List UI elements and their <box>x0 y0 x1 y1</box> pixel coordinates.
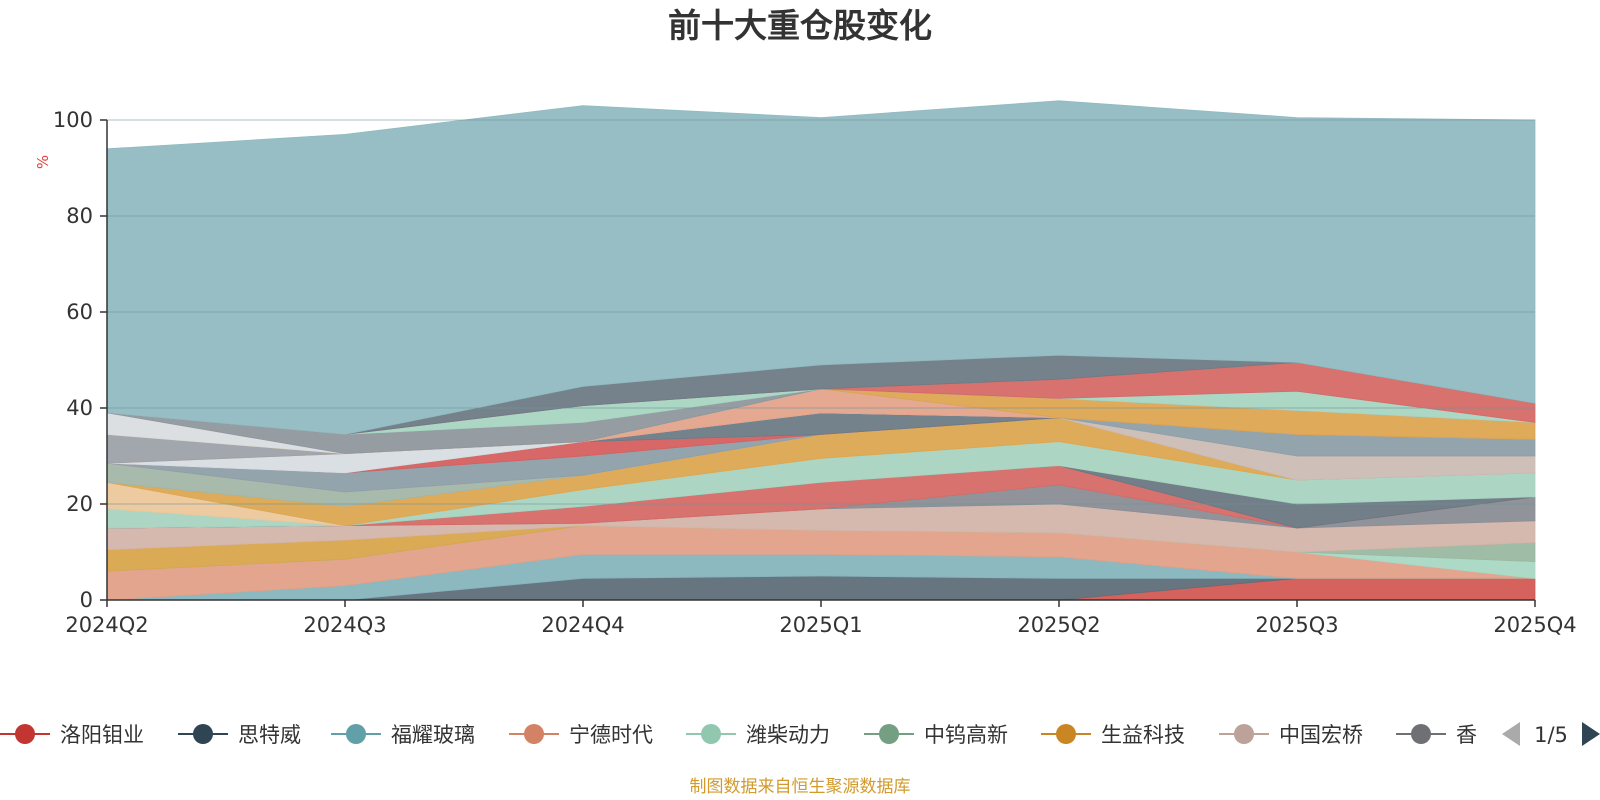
legend[interactable]: 洛阳钼业 思特威 福耀玻璃 宁德时代 潍柴动力 中钨高新 生益科技 中国宏桥 香港交易所 <box>0 723 1561 747</box>
legend-item[interactable]: 宁德时代 <box>509 723 653 747</box>
legend-marker <box>524 724 544 744</box>
x-tick-label: 2025Q2 <box>1017 613 1100 637</box>
stacked-areas <box>106 100 1536 601</box>
legend-label: 香港交易所 <box>1456 723 1561 747</box>
y-tick-label: 100 <box>53 108 93 132</box>
legend-item[interactable]: 中钨高新 <box>864 723 1008 747</box>
legend-label: 中国宏桥 <box>1279 723 1363 747</box>
x-tick-label: 2025Q3 <box>1255 613 1338 637</box>
gridlines <box>107 119 1535 505</box>
y-axis-unit: % <box>34 155 52 169</box>
legend-marker <box>1056 724 1076 744</box>
legend-label: 潍柴动力 <box>746 723 830 747</box>
legend-label: 思特威 <box>238 723 301 747</box>
legend-label: 中钨高新 <box>924 723 1008 747</box>
y-tick-label: 60 <box>66 300 93 324</box>
x-tick-label: 2024Q2 <box>65 613 148 637</box>
legend-item[interactable]: 中国宏桥 <box>1219 723 1363 747</box>
legend-marker <box>15 724 35 744</box>
legend-item[interactable]: 香港交易所 <box>1396 723 1561 747</box>
x-tick-label: 2024Q3 <box>303 613 386 637</box>
legend-label: 宁德时代 <box>569 723 653 747</box>
y-tick-label: 80 <box>66 204 93 228</box>
pager-next-icon[interactable] <box>1582 722 1600 746</box>
pager-prev-icon[interactable] <box>1502 722 1520 746</box>
x-tick-label: 2025Q1 <box>779 613 862 637</box>
legend-items: 洛阳钼业 思特威 福耀玻璃 宁德时代 潍柴动力 中钨高新 生益科技 中国宏桥 香港交易所 <box>0 723 1561 747</box>
legend-marker <box>1411 724 1431 744</box>
y-tick-label: 40 <box>66 396 93 420</box>
legend-item[interactable]: 潍柴动力 <box>686 723 830 747</box>
x-tick-label: 2024Q4 <box>541 613 624 637</box>
legend-label: 生益科技 <box>1101 723 1185 747</box>
legend-marker <box>193 724 213 744</box>
y-tick-label: 0 <box>80 588 93 612</box>
legend-item[interactable]: 思特威 <box>178 723 301 747</box>
legend-item[interactable]: 洛阳钼业 <box>0 723 144 747</box>
legend-item[interactable]: 福耀玻璃 <box>331 723 475 747</box>
legend-pager: 1/5 <box>1502 722 1600 747</box>
legend-marker <box>1234 724 1254 744</box>
legend-marker <box>346 724 366 744</box>
source-note: 制图数据来自恒生聚源数据库 <box>690 777 911 797</box>
legend-marker <box>879 724 899 744</box>
legend-item[interactable]: 生益科技 <box>1041 723 1185 747</box>
legend-marker <box>701 724 721 744</box>
legend-label: 福耀玻璃 <box>391 723 475 747</box>
x-tick-label: 2025Q4 <box>1493 613 1576 637</box>
chart-title: 前十大重仓股变化 <box>668 6 932 45</box>
axes: 0 20 40 60 80 100 2024Q2 2024Q3 2024Q4 2025Q1 2025… <box>53 108 1577 637</box>
area-series-30 <box>106 100 1536 435</box>
legend-label: 洛阳钼业 <box>60 723 144 747</box>
y-tick-label: 20 <box>66 492 93 516</box>
pager-page-label: 1/5 <box>1534 723 1568 747</box>
